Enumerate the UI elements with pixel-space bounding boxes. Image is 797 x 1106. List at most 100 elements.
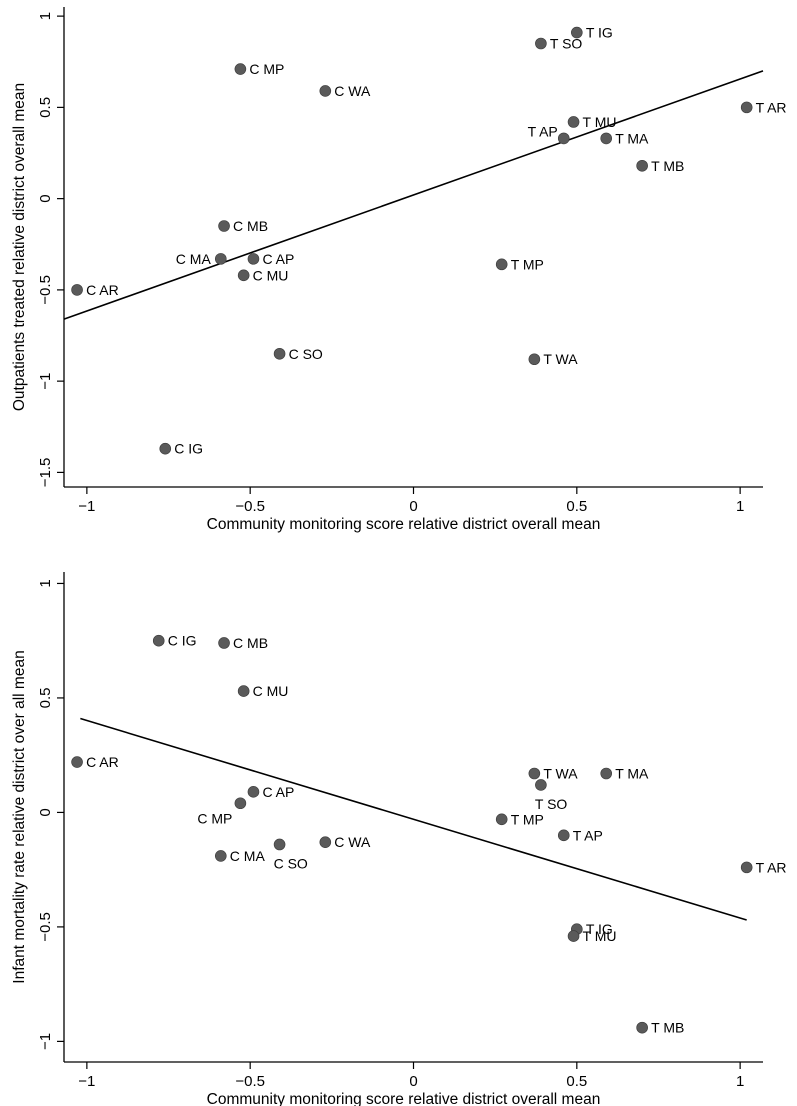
x-tick-label: 1: [736, 498, 744, 515]
data-point-label: C MU: [253, 683, 289, 699]
data-point: [535, 37, 547, 50]
x-axis-title: Community monitoring score relative dist…: [207, 1091, 601, 1106]
data-point: [557, 829, 570, 842]
chart-panel-2: −1 −0.5 0 0.5 1 1 0.5 0 −0.5 −1 Community monitori…: [11, 572, 787, 1106]
data-point-label: C SO: [289, 346, 323, 362]
data-point: [600, 767, 613, 780]
data-point: [214, 850, 227, 862]
y-axis-title: Infant mortality rate relative district …: [11, 650, 28, 983]
x-tick-label: −1: [78, 1073, 95, 1090]
data-point-label: C MB: [233, 635, 268, 651]
data-point-label: T WA: [543, 351, 578, 367]
data-point-label: T MB: [651, 158, 684, 174]
data-point-label: T MA: [615, 130, 649, 146]
data-point-label: C MP: [197, 810, 232, 826]
x-tick-label: 0.5: [566, 1073, 587, 1090]
data-point: [557, 132, 570, 145]
data-point-label: T IG: [586, 921, 613, 937]
y-tick-label: −0.5: [37, 275, 54, 305]
data-point: [495, 813, 508, 826]
data-point: [218, 637, 230, 649]
data-point-label: T AP: [573, 827, 603, 843]
data-point: [218, 220, 230, 232]
data-point: [71, 756, 83, 768]
data-point: [273, 838, 286, 851]
y-tick-label: −1.5: [37, 458, 54, 488]
chart-panel-1: −1 −0.5 0 0.5 1 1 0.5 0 −0.5 −1 −1.5 Community moni…: [11, 7, 787, 533]
y-tick-label: 0.5: [37, 688, 54, 709]
x-tick-label: 1: [736, 1073, 744, 1090]
data-point: [237, 685, 250, 697]
data-point-label: T MP: [511, 256, 544, 272]
data-point-label: T AP: [528, 123, 558, 139]
data-point: [71, 284, 83, 296]
data-point-label: C IG: [174, 441, 203, 457]
data-point: [214, 253, 227, 265]
data-point-label: C MA: [230, 848, 266, 864]
data-point: [273, 347, 286, 360]
data-point-label: C WA: [334, 834, 371, 850]
data-point-label: T MA: [615, 765, 649, 781]
data-point: [740, 101, 753, 114]
x-tick-label: 0: [409, 498, 417, 515]
data-point: [234, 797, 247, 810]
data-point: [247, 253, 260, 265]
data-point: [636, 159, 648, 172]
y-axis-title: Outpatients treated relative district ov…: [11, 83, 28, 411]
data-point-label: C AR: [86, 282, 119, 298]
data-point-label: C AR: [86, 754, 119, 770]
data-point: [567, 116, 580, 128]
x-axis-title: Community monitoring score relative dist…: [207, 516, 601, 533]
data-point-label: C MP: [249, 61, 284, 77]
data-point-label: C MU: [253, 267, 289, 283]
data-point: [567, 930, 580, 942]
data-point: [247, 786, 260, 798]
data-point-label: T SO: [550, 36, 583, 52]
y-tick-label: 0.5: [37, 97, 54, 118]
data-point: [535, 779, 547, 791]
y-tick-label: −0.5: [37, 912, 54, 942]
y-tick-label: −1: [37, 373, 54, 390]
data-point: [159, 442, 172, 455]
fit-line: [80, 717, 747, 921]
data-point: [528, 353, 541, 366]
data-point-label: T AR: [756, 859, 787, 875]
data-point-label: C WA: [334, 83, 371, 99]
data-point-label: T WA: [543, 765, 578, 781]
data-point-label: T AR: [756, 99, 787, 115]
data-point: [234, 63, 247, 75]
x-tick-label: −0.5: [235, 1073, 265, 1090]
data-point: [319, 836, 332, 848]
data-point-label: C SO: [274, 855, 308, 871]
data-point: [495, 258, 508, 271]
data-point: [237, 269, 250, 282]
data-point: [528, 767, 541, 780]
data-point: [740, 861, 753, 874]
data-point-label: C AP: [262, 784, 294, 800]
data-point-label: T SO: [535, 796, 568, 812]
y-tick-label: −1: [37, 1033, 54, 1050]
data-point-label: C IG: [168, 633, 197, 649]
data-point: [600, 132, 613, 145]
data-point-label: C AP: [262, 251, 294, 267]
x-tick-label: −0.5: [235, 498, 265, 515]
y-tick-label: 0: [37, 194, 54, 202]
x-tick-label: 0: [409, 1073, 417, 1090]
data-point-label: C MA: [176, 251, 212, 267]
data-point-label: T MU: [583, 114, 617, 130]
x-tick-label: −1: [78, 498, 95, 515]
y-tick-label: 1: [37, 579, 54, 587]
data-point-label: T MU: [583, 928, 617, 944]
y-tick-label: 0: [37, 808, 54, 816]
data-point-label: T IG: [586, 25, 613, 41]
data-point: [152, 634, 165, 647]
fit-line: [63, 70, 764, 320]
data-point-label: T MP: [511, 811, 544, 827]
x-tick-label: 0.5: [566, 498, 587, 515]
data-point: [319, 85, 332, 97]
data-point-label: C MB: [233, 218, 268, 234]
data-point: [636, 1021, 648, 1034]
data-point-label: T MB: [651, 1020, 684, 1036]
